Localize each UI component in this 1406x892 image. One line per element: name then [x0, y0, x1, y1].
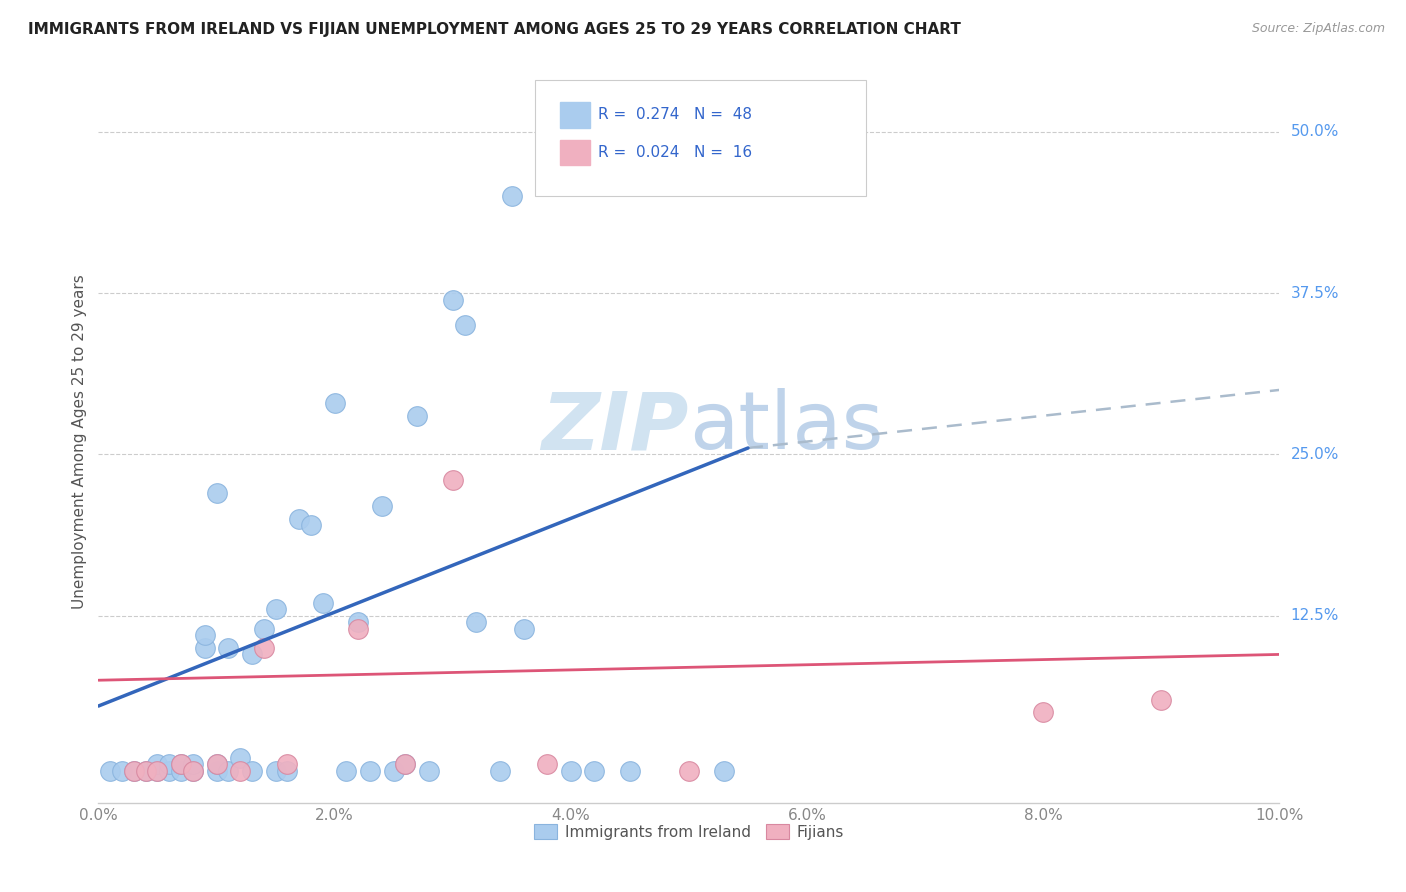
- Point: [335, 764, 357, 778]
- Point: [205, 757, 228, 772]
- Text: R =  0.274   N =  48: R = 0.274 N = 48: [598, 107, 752, 122]
- Point: [489, 764, 512, 778]
- Point: [276, 764, 298, 778]
- Point: [146, 757, 169, 772]
- Point: [418, 764, 440, 778]
- Text: 12.5%: 12.5%: [1291, 608, 1339, 624]
- Point: [264, 602, 287, 616]
- Point: [323, 396, 346, 410]
- Point: [217, 640, 239, 655]
- Point: [371, 499, 394, 513]
- Point: [122, 764, 145, 778]
- Point: [146, 764, 169, 778]
- Point: [135, 764, 157, 778]
- FancyBboxPatch shape: [536, 80, 866, 196]
- Point: [170, 757, 193, 772]
- Text: 37.5%: 37.5%: [1291, 285, 1339, 301]
- Point: [312, 596, 335, 610]
- Text: 50.0%: 50.0%: [1291, 124, 1339, 139]
- Point: [453, 318, 475, 333]
- Point: [122, 764, 145, 778]
- Text: ZIP: ZIP: [541, 388, 689, 467]
- FancyBboxPatch shape: [560, 140, 591, 165]
- Point: [276, 757, 298, 772]
- Point: [194, 628, 217, 642]
- Point: [441, 473, 464, 487]
- Point: [288, 512, 311, 526]
- Point: [512, 622, 534, 636]
- Point: [583, 764, 606, 778]
- Point: [394, 757, 416, 772]
- Point: [501, 189, 523, 203]
- Point: [382, 764, 405, 778]
- Point: [560, 764, 582, 778]
- Point: [678, 764, 700, 778]
- Point: [205, 764, 228, 778]
- Point: [240, 648, 263, 662]
- Point: [1150, 692, 1173, 706]
- Point: [299, 518, 322, 533]
- Point: [253, 640, 276, 655]
- Point: [170, 757, 193, 772]
- Text: Source: ZipAtlas.com: Source: ZipAtlas.com: [1251, 22, 1385, 36]
- Point: [157, 757, 180, 772]
- Point: [135, 764, 157, 778]
- Point: [240, 764, 263, 778]
- Point: [181, 764, 204, 778]
- Point: [253, 622, 276, 636]
- Point: [170, 764, 193, 778]
- Point: [98, 764, 121, 778]
- Point: [1032, 706, 1054, 720]
- Point: [347, 622, 370, 636]
- Point: [619, 764, 641, 778]
- Point: [441, 293, 464, 307]
- Point: [229, 764, 252, 778]
- Point: [359, 764, 381, 778]
- Point: [394, 757, 416, 772]
- Text: IMMIGRANTS FROM IRELAND VS FIJIAN UNEMPLOYMENT AMONG AGES 25 TO 29 YEARS CORRELA: IMMIGRANTS FROM IRELAND VS FIJIAN UNEMPL…: [28, 22, 960, 37]
- Point: [264, 764, 287, 778]
- Point: [465, 615, 488, 630]
- Text: atlas: atlas: [689, 388, 883, 467]
- Point: [111, 764, 134, 778]
- Point: [146, 764, 169, 778]
- Text: 25.0%: 25.0%: [1291, 447, 1339, 462]
- Text: R =  0.024   N =  16: R = 0.024 N = 16: [598, 145, 752, 160]
- Point: [229, 750, 252, 764]
- Point: [217, 764, 239, 778]
- Point: [406, 409, 429, 423]
- Point: [194, 640, 217, 655]
- FancyBboxPatch shape: [560, 103, 591, 128]
- Point: [713, 764, 735, 778]
- Point: [205, 757, 228, 772]
- Point: [157, 764, 180, 778]
- Point: [181, 764, 204, 778]
- Point: [181, 757, 204, 772]
- Point: [205, 486, 228, 500]
- Legend: Immigrants from Ireland, Fijians: Immigrants from Ireland, Fijians: [527, 818, 851, 846]
- Y-axis label: Unemployment Among Ages 25 to 29 years: Unemployment Among Ages 25 to 29 years: [72, 274, 87, 609]
- Point: [347, 615, 370, 630]
- Point: [536, 757, 558, 772]
